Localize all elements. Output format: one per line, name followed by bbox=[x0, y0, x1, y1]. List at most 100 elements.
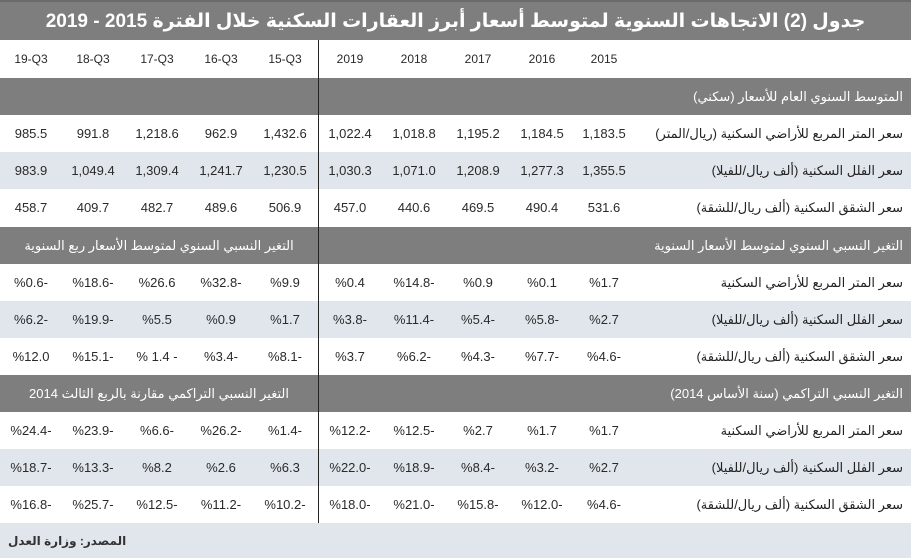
table-cell: %1.7 bbox=[589, 275, 619, 290]
table-cell: %10.2- bbox=[264, 497, 306, 512]
row-label: سعر الشقق السكنية (ألف ريال/للشقة) bbox=[696, 348, 903, 364]
table-cell: 1,309.4 bbox=[135, 163, 179, 178]
table-row: 983.9 1,049.4 1,309.4 1,241.7 1,230.5 1,… bbox=[0, 152, 911, 189]
table-cell: %5.4- bbox=[461, 312, 495, 327]
column-divider bbox=[318, 40, 319, 523]
table-cell: %6.6- bbox=[140, 423, 174, 438]
table-cell: %0.4 bbox=[335, 275, 365, 290]
footer: المصدر: وزارة العدل bbox=[0, 523, 911, 558]
row-label: سعر الفلل السكنية (ألف ريال/للفيلا) bbox=[711, 459, 903, 475]
column-header: 2016 bbox=[528, 52, 556, 66]
section-title-right: المتوسط السنوي العام للأسعار (سكني) bbox=[693, 88, 903, 104]
section-band-annual-change: التغير النسبي السنوي لمتوسط الأسعار ربع … bbox=[0, 227, 911, 264]
table-cell: %3.7 bbox=[335, 349, 365, 364]
table-row: %12.0 %15.1- % 1.4 - %3.4- %8.1- %3.7 %6… bbox=[0, 338, 911, 375]
table-cell: 985.5 bbox=[14, 126, 48, 141]
table-cell: 1,432.6 bbox=[263, 126, 307, 141]
table-cell: %32.8- bbox=[200, 275, 242, 290]
table-cell: 962.9 bbox=[204, 126, 238, 141]
table-cell: %0.6- bbox=[14, 275, 48, 290]
row-label: سعر المتر المربع للأراضي السكنية bbox=[720, 274, 903, 290]
table-cell: %12.2- bbox=[329, 423, 371, 438]
table-cell: %12.0 bbox=[12, 349, 50, 364]
source-note: المصدر: وزارة العدل bbox=[8, 533, 127, 548]
table-cell: %11.2- bbox=[200, 497, 242, 512]
table-cell: %2.7 bbox=[589, 312, 619, 327]
table-cell: 1,218.6 bbox=[135, 126, 179, 141]
table-cell: 440.6 bbox=[397, 200, 431, 215]
row-label: سعر الشقق السكنية (ألف ريال/للشقة) bbox=[696, 199, 903, 215]
column-header: 2015 bbox=[590, 52, 618, 66]
table-cell: 482.7 bbox=[140, 200, 174, 215]
column-header: 2018 bbox=[400, 52, 428, 66]
table-cell: 1,071.0 bbox=[392, 163, 436, 178]
table-cell: %6.2- bbox=[397, 349, 431, 364]
column-header: 15-Q3 bbox=[268, 52, 302, 66]
row-label: سعر المتر المربع للأراضي السكنية (ريال/ا… bbox=[655, 125, 903, 141]
table-cell: %0.9 bbox=[463, 275, 493, 290]
table-cell: %24.4- bbox=[10, 423, 52, 438]
table-cell: %6.2- bbox=[14, 312, 48, 327]
table-cell: %7.7- bbox=[525, 349, 559, 364]
table-cell: 1,208.9 bbox=[456, 163, 500, 178]
column-header: 17-Q3 bbox=[140, 52, 174, 66]
row-label: سعر المتر المربع للأراضي السكنية bbox=[720, 422, 903, 438]
column-header: 19-Q3 bbox=[14, 52, 48, 66]
table-cell: % 1.4 - bbox=[136, 349, 178, 364]
table-cell: %15.8- bbox=[457, 497, 499, 512]
column-header: 2017 bbox=[464, 52, 492, 66]
table-cell: %2.7 bbox=[589, 460, 619, 475]
row-label: سعر الشقق السكنية (ألف ريال/للشقة) bbox=[696, 496, 903, 512]
column-header: 2019 bbox=[336, 52, 364, 66]
table-cell: 531.6 bbox=[587, 200, 621, 215]
table-cell: %4.6- bbox=[587, 349, 621, 364]
table-title: جدول (2) الاتجاهات السنوية لمتوسط أسعار … bbox=[0, 0, 911, 40]
section-title-left: التغير النسبي التراكمي مقارنة بالربع الث… bbox=[29, 385, 289, 401]
table-cell: 991.8 bbox=[76, 126, 110, 141]
section-title-right: التغير النسبي التراكمي (سنة الأساس 2014) bbox=[670, 385, 903, 401]
table-cell: %1.7 bbox=[589, 423, 619, 438]
table-cell: %18.9- bbox=[393, 460, 435, 475]
table-cell: %18.7- bbox=[10, 460, 52, 475]
column-header: 18-Q3 bbox=[76, 52, 110, 66]
table-cell: 983.9 bbox=[14, 163, 48, 178]
table-cell: %0.1 bbox=[527, 275, 557, 290]
table-row: 458.7 409.7 482.7 489.6 506.9 457.0 440.… bbox=[0, 189, 911, 226]
column-header: 16-Q3 bbox=[204, 52, 238, 66]
section-title-left: التغير النسبي السنوي لمتوسط الأسعار ربع … bbox=[24, 237, 294, 253]
table-cell: 1,184.5 bbox=[520, 126, 564, 141]
table-cell: %2.6 bbox=[206, 460, 236, 475]
table-cell: %3.8- bbox=[333, 312, 367, 327]
table-cell: %1.7 bbox=[527, 423, 557, 438]
table-cell: 1,277.3 bbox=[520, 163, 564, 178]
row-label: سعر الفلل السكنية (ألف ريال/للفيلا) bbox=[711, 311, 903, 327]
table-cell: %1.7 bbox=[270, 312, 300, 327]
table-cell: %15.1- bbox=[72, 349, 114, 364]
section-title-right: التغير النسبي السنوي لمتوسط الأسعار السن… bbox=[654, 237, 903, 253]
table-cell: %1.4- bbox=[268, 423, 302, 438]
table-cell: %4.3- bbox=[461, 349, 495, 364]
table-cell: %2.7 bbox=[463, 423, 493, 438]
table-cell: %8.2 bbox=[142, 460, 172, 475]
section-title-left bbox=[0, 78, 318, 115]
table-row: %18.7- %13.3- %8.2 %2.6 %6.3 %22.0- %18.… bbox=[0, 449, 911, 486]
table-cell: 1,049.4 bbox=[71, 163, 115, 178]
table-cell: %19.9- bbox=[72, 312, 114, 327]
table-cell: 458.7 bbox=[14, 200, 48, 215]
table-cell: 489.6 bbox=[204, 200, 238, 215]
table-cell: %18.0- bbox=[329, 497, 371, 512]
table-cell: %22.0- bbox=[329, 460, 371, 475]
column-header-row: 19-Q3 18-Q3 17-Q3 16-Q3 15-Q3 2019 2018 … bbox=[0, 40, 911, 78]
table-cell: %14.8- bbox=[393, 275, 435, 290]
table-cell: %21.0- bbox=[393, 497, 435, 512]
table-cell: %13.3- bbox=[72, 460, 114, 475]
table-cell: 457.0 bbox=[333, 200, 367, 215]
table-cell: 1,241.7 bbox=[199, 163, 243, 178]
table-cell: 1,230.5 bbox=[263, 163, 307, 178]
table-cell: %5.5 bbox=[142, 312, 172, 327]
table-cell: 506.9 bbox=[268, 200, 302, 215]
table-cell: 490.4 bbox=[525, 200, 559, 215]
table-cell: 1,355.5 bbox=[582, 163, 626, 178]
table-cell: 409.7 bbox=[76, 200, 110, 215]
table-cell: %8.1- bbox=[268, 349, 302, 364]
